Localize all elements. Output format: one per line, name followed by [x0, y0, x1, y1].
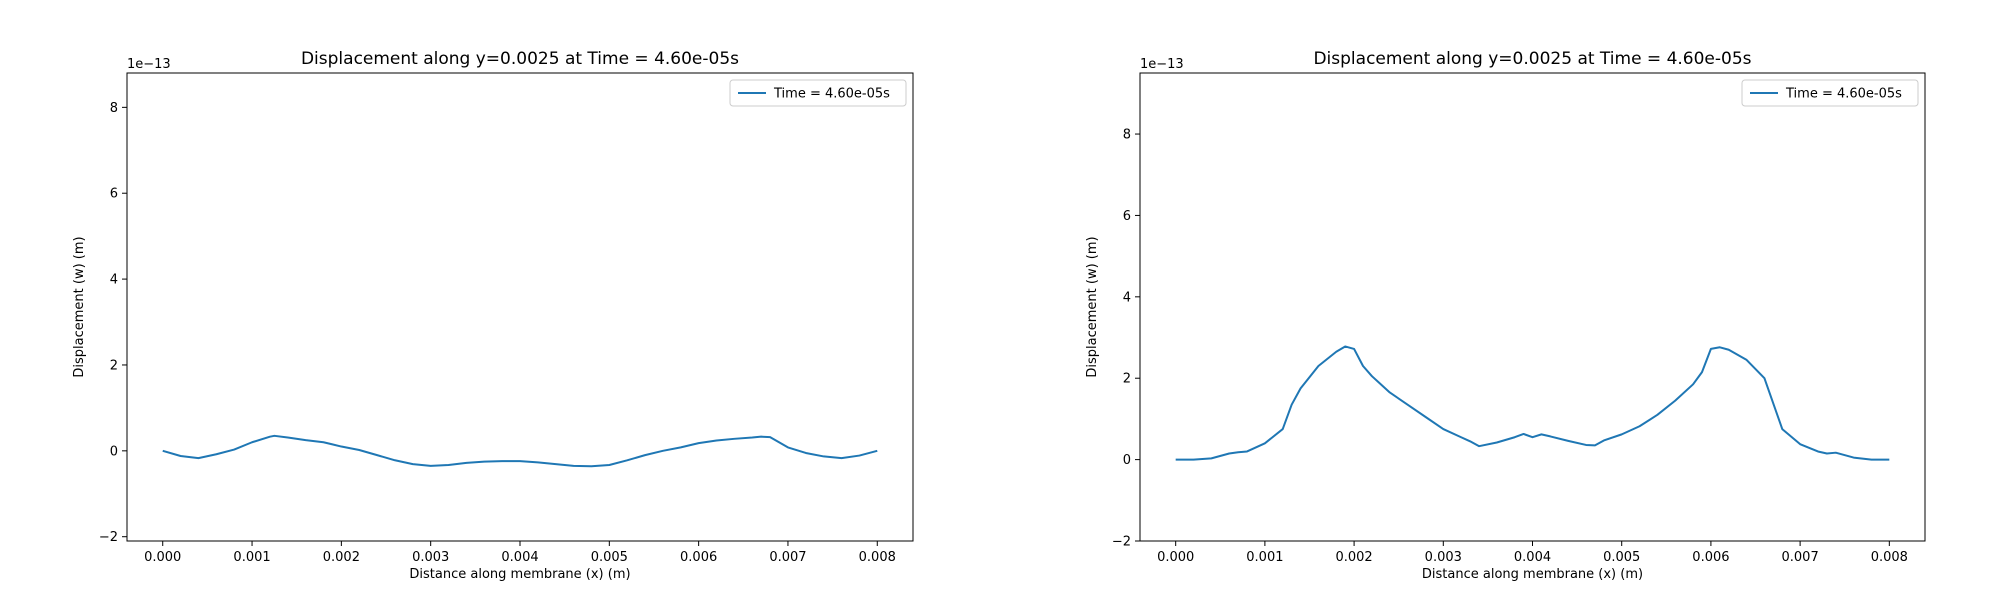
x-tick-label: 0.005: [591, 550, 628, 565]
legend-box: [1741, 79, 1919, 107]
x-tick-label: 0.003: [412, 550, 449, 565]
y-tick-label: 4: [110, 273, 118, 288]
data-line: [162, 434, 878, 468]
legend: Time = 4.60e-05s: [729, 79, 907, 107]
x-tick-label: 0.004: [501, 550, 538, 565]
y-tick-label: −2: [99, 530, 118, 545]
y-offset-label: 1e−13: [1140, 57, 1184, 72]
y-tick-label: 2: [1123, 372, 1131, 387]
y-ticks: −2 0 2 4 6 8: [99, 101, 127, 545]
chart-title: Displacement along y=0.0025 at Time = 4.…: [1313, 49, 1751, 69]
x-tick-label: 0.008: [859, 550, 896, 565]
plot-frame: [1139, 72, 1926, 542]
x-tick-label: 0.008: [1871, 550, 1908, 565]
y-tick-label: −2: [1112, 535, 1131, 550]
x-tick-label: 0.004: [1514, 550, 1551, 565]
y-tick-label: 6: [1123, 209, 1131, 224]
x-tick-label: 0.002: [1335, 550, 1372, 565]
x-tick-label: 0.002: [323, 550, 360, 565]
x-tick-label: 0.007: [769, 550, 806, 565]
y-tick-label: 8: [1123, 128, 1131, 143]
legend-box: [729, 79, 907, 107]
chart-left: Displacement along y=0.0025 at Time = 4.…: [72, 49, 914, 582]
x-tick-label: 0.007: [1782, 550, 1819, 565]
legend: Time = 4.60e-05s: [1741, 79, 1919, 107]
x-ticks: 0.000 0.001 0.002 0.003 0.004 0.005 0.006 0.007…: [144, 541, 896, 565]
chart-title: Displacement along y=0.0025 at Time = 4.…: [301, 49, 739, 69]
y-axis-label: Displacement (w) (m): [72, 236, 87, 377]
legend-entry: Time = 4.60e-05s: [773, 87, 890, 102]
y-tick-label: 0: [1123, 453, 1131, 468]
x-axis-label: Distance along membrane (x) (m): [409, 567, 630, 582]
x-tick-label: 0.006: [1692, 550, 1729, 565]
x-tick-label: 0.000: [1157, 550, 1194, 565]
x-tick-label: 0.003: [1425, 550, 1462, 565]
x-tick-label: 0.006: [680, 550, 717, 565]
x-tick-label: 0.001: [233, 550, 270, 565]
x-tick-label: 0.000: [144, 550, 181, 565]
y-offset-label: 1e−13: [127, 57, 171, 72]
y-tick-label: 0: [110, 444, 118, 459]
y-tick-label: 2: [110, 358, 118, 373]
y-tick-label: 8: [110, 101, 118, 116]
x-ticks: 0.000 0.001 0.002 0.003 0.004 0.005 0.006 0.007…: [1157, 541, 1908, 565]
plot-frame: [126, 72, 914, 542]
data-line: [1175, 345, 1890, 461]
x-axis-label: Distance along membrane (x) (m): [1422, 567, 1643, 582]
y-ticks: −2 0 2 4 6 8: [1112, 128, 1140, 550]
chart-right: Displacement along y=0.0025 at Time = 4.…: [1085, 49, 1926, 582]
y-axis-label: Displacement (w) (m): [1085, 236, 1100, 377]
legend-entry: Time = 4.60e-05s: [1785, 87, 1902, 102]
y-tick-label: 6: [110, 187, 118, 202]
x-tick-label: 0.001: [1246, 550, 1283, 565]
y-tick-label: 4: [1123, 290, 1131, 305]
x-tick-label: 0.005: [1603, 550, 1640, 565]
